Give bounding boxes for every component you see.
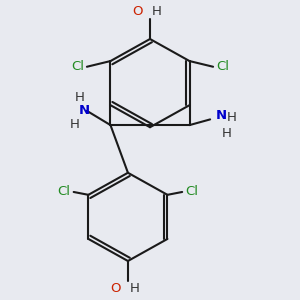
Text: N: N <box>216 109 227 122</box>
Text: H: H <box>129 282 139 295</box>
Text: Cl: Cl <box>185 185 198 199</box>
Text: H: H <box>226 112 236 124</box>
Text: O: O <box>110 282 121 295</box>
Text: H: H <box>222 127 232 140</box>
Text: H: H <box>75 91 85 104</box>
Text: H: H <box>152 5 161 18</box>
Text: Cl: Cl <box>216 60 229 73</box>
Text: N: N <box>78 104 89 117</box>
Text: Cl: Cl <box>71 60 84 73</box>
Text: Cl: Cl <box>58 185 71 199</box>
Text: O: O <box>132 5 142 18</box>
Text: H: H <box>70 118 80 131</box>
